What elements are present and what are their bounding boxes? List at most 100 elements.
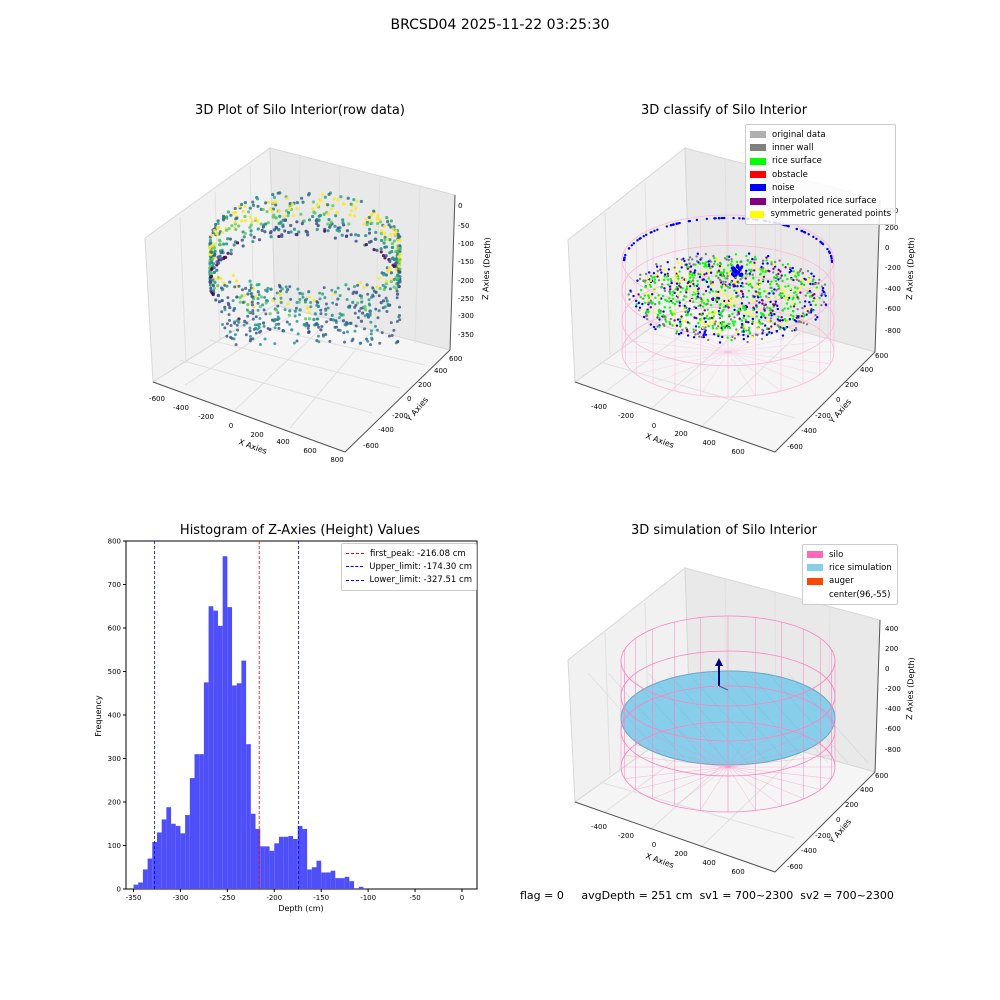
raw-data-point [264, 298, 268, 302]
classified-point [702, 335, 706, 339]
classified-point [807, 233, 810, 236]
classified-point [663, 273, 667, 276]
classified-point [656, 275, 659, 278]
raw-data-point [374, 237, 378, 241]
classified-point [693, 316, 696, 319]
raw-data-point [247, 288, 252, 293]
classify-silo-spoke [674, 351, 729, 392]
raw-data-point [209, 250, 213, 254]
raw-data-point [209, 252, 214, 256]
raw-data-point [261, 223, 266, 227]
raw-data-point [354, 303, 358, 307]
classify-silo-spoke [625, 351, 729, 364]
classified-point [718, 278, 722, 281]
classified-point [761, 267, 765, 270]
raw-data-point [277, 317, 281, 321]
raw-data-point [254, 218, 258, 222]
classified-point [814, 318, 817, 321]
classified-point [684, 263, 687, 267]
classified-point [679, 290, 682, 294]
classified-point [718, 304, 722, 307]
raw-data-point [243, 219, 247, 223]
classified-point [681, 286, 684, 290]
raw-data-point [229, 252, 233, 256]
classified-point [761, 302, 764, 305]
classified-point [727, 325, 730, 329]
raw-data-point [397, 252, 401, 256]
classified-point [732, 267, 736, 270]
raw-z-tick: -100 [458, 240, 474, 248]
classified-point [705, 217, 709, 221]
raw-data-point [357, 309, 361, 313]
simulation-y-tick: -600 [787, 863, 803, 871]
classified-point [673, 313, 676, 316]
classified-point [683, 278, 686, 281]
classified-point [687, 220, 691, 223]
classified-point [778, 259, 781, 262]
classified-point [678, 270, 681, 273]
raw-data-point [382, 273, 386, 277]
classified-point [758, 301, 761, 304]
raw-data-point [374, 290, 378, 294]
classified-point [714, 217, 717, 220]
raw-data-point [317, 304, 321, 308]
histogram-bar [358, 886, 364, 889]
classified-point [811, 279, 814, 283]
classified-point [749, 270, 753, 273]
classify-silo-spoke [625, 340, 729, 353]
raw-data-point [251, 287, 255, 291]
raw-data-point [280, 287, 284, 291]
legend-item: symmetric generated points [750, 208, 891, 221]
classified-point [795, 316, 799, 319]
classify-silo-spoke [727, 308, 756, 353]
classified-point [773, 288, 776, 291]
classified-point [824, 294, 827, 298]
raw-data-point [341, 201, 346, 206]
classified-point [675, 300, 679, 303]
raw-data-point [283, 218, 288, 222]
classified-point [658, 302, 661, 305]
raw-data-point [391, 256, 395, 260]
classified-point [794, 291, 797, 294]
classified-point [647, 303, 650, 306]
classified-point [639, 295, 642, 299]
classified-point [719, 313, 722, 317]
classified-point [789, 288, 793, 292]
legend-swatch [750, 144, 766, 152]
raw-data-point [326, 222, 330, 226]
classified-point [736, 271, 739, 275]
raw-data-point [324, 332, 328, 336]
raw-data-point [228, 280, 232, 284]
classified-point [737, 267, 741, 271]
classify-silo-ring [621, 244, 835, 336]
classified-point [675, 282, 679, 285]
raw-data-point [303, 317, 308, 321]
classified-point [764, 303, 768, 306]
raw-z-tick: -50 [458, 222, 469, 230]
simulation-silo-ring [620, 685, 836, 777]
classified-point [792, 272, 796, 275]
raw-data-point [292, 341, 296, 345]
raw-data-point [398, 280, 402, 284]
classified-point [624, 253, 627, 257]
raw-data-point [385, 299, 389, 303]
classified-point [703, 262, 706, 265]
raw-data-point [278, 285, 282, 289]
classified-point [757, 282, 761, 285]
raw-data-point [316, 224, 320, 228]
classified-point [740, 273, 744, 277]
raw-data-point [221, 216, 226, 221]
raw-data-point [369, 295, 373, 299]
classified-point [720, 298, 724, 302]
raw-data-point [211, 228, 215, 232]
classified-point [711, 314, 714, 317]
classified-point [763, 324, 767, 327]
raw-data-point [363, 308, 368, 312]
raw-data-point [276, 318, 280, 322]
classified-point [649, 279, 653, 283]
raw-data-point [240, 202, 244, 207]
classified-point [792, 310, 795, 313]
raw-data-point [335, 302, 339, 306]
raw-data-point [266, 326, 270, 330]
raw-data-point [315, 217, 319, 222]
